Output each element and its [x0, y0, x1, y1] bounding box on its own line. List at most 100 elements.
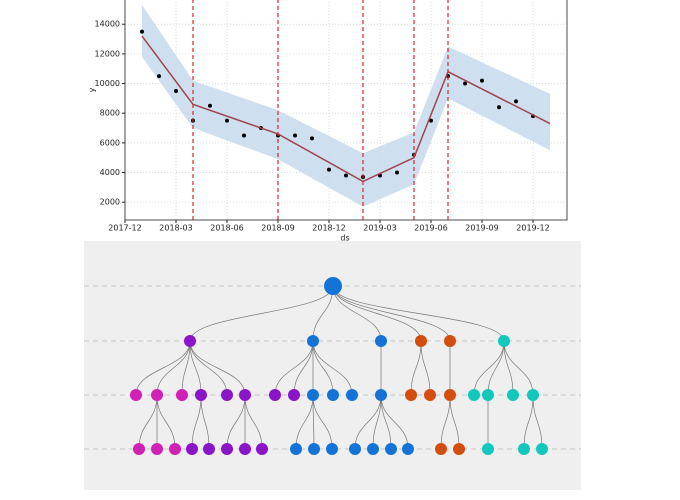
tree-node [424, 389, 436, 401]
tree-edge [244, 394, 263, 450]
tree-node [130, 389, 142, 401]
tree-edge [440, 394, 451, 450]
tree-node [367, 443, 379, 455]
tree-edge [332, 285, 451, 342]
tree-node [221, 389, 233, 401]
x-axis-label: ds [340, 234, 349, 243]
tree-node [169, 443, 181, 455]
y-tick-label: 8000 [100, 109, 120, 118]
tree-edge [181, 340, 191, 396]
tree-edge [274, 340, 314, 396]
y-tick-label: 2000 [100, 198, 120, 207]
tree-node [327, 389, 339, 401]
tree-node [151, 389, 163, 401]
tree-edge [135, 340, 191, 396]
tree-edge [295, 394, 314, 450]
tree-edge [156, 340, 191, 396]
y-tick-label: 4000 [100, 168, 120, 177]
tree-node [307, 335, 319, 347]
tree-edge [138, 394, 158, 450]
data-point [174, 88, 178, 93]
tree-edge [191, 394, 202, 450]
data-point [242, 133, 246, 138]
tree-edge [354, 394, 382, 450]
plot-frame [124, 0, 568, 221]
y-axis-label: y [88, 87, 97, 92]
tree-edge [487, 340, 505, 396]
tree-node [308, 443, 320, 455]
data-point [395, 170, 399, 175]
tree-node [435, 443, 447, 455]
tree-node [239, 389, 251, 401]
tree-node [482, 389, 494, 401]
tree-node [527, 389, 539, 401]
tree-node [402, 443, 414, 455]
tree-edge [200, 394, 210, 450]
data-point [208, 103, 212, 108]
tree-edge [449, 394, 460, 450]
tree-edge [523, 394, 534, 450]
x-tick-label: 2018-03 [159, 224, 192, 233]
tree-edge [189, 340, 202, 396]
tree-edge [372, 394, 382, 450]
tree-node [518, 443, 530, 455]
tree-node [307, 389, 319, 401]
tree-node [468, 389, 480, 401]
tree-edge [189, 340, 246, 396]
data-point [429, 118, 433, 123]
tree-edge [189, 285, 334, 342]
x-tick-label: 2018-06 [210, 224, 243, 233]
y-tick-label: 10000 [95, 79, 120, 88]
tree-edge [189, 340, 228, 396]
x-tick-label: 2019-12 [516, 224, 549, 233]
data-point [293, 133, 297, 138]
data-point [327, 167, 331, 172]
tree-node [195, 389, 207, 401]
x-tick-label: 2018-09 [261, 224, 294, 233]
tree-edge [503, 340, 534, 396]
tree-edge [332, 285, 505, 342]
x-tick-label: 2019-09 [465, 224, 498, 233]
tree-edge [226, 394, 246, 450]
tree-node [385, 443, 397, 455]
data-point [514, 99, 518, 104]
x-tick-label: 2019-03 [363, 224, 396, 233]
tree-node [256, 443, 268, 455]
tree-edge [156, 394, 176, 450]
tree-node [133, 443, 145, 455]
tree-node [415, 335, 427, 347]
tree-node [405, 389, 417, 401]
tree-edge [532, 394, 543, 450]
y-tick-label: 12000 [95, 49, 120, 58]
tree-root [324, 277, 342, 295]
data-point [310, 136, 314, 141]
tree-node [186, 443, 198, 455]
tree-edge [293, 340, 314, 396]
tree-node [269, 389, 281, 401]
tree-node [482, 443, 494, 455]
tree-node [498, 335, 510, 347]
tree-node [203, 443, 215, 455]
tree-edge [380, 394, 409, 450]
tree-edge [312, 340, 353, 396]
tree-edge [410, 340, 422, 396]
tree-node [176, 389, 188, 401]
tree-node [239, 443, 251, 455]
tree-edge [473, 340, 505, 396]
tree-node [184, 335, 196, 347]
data-point [344, 173, 348, 178]
data-point [463, 81, 467, 86]
tree-node [346, 389, 358, 401]
x-tick-label: 2017-12 [108, 224, 141, 233]
data-point [480, 78, 484, 83]
y-tick-label: 14000 [95, 20, 120, 29]
tree-node [221, 443, 233, 455]
tree-node [290, 443, 302, 455]
tree-edge [420, 340, 431, 396]
tree-node [326, 443, 338, 455]
tree-node [375, 335, 387, 347]
tree-edge [312, 394, 333, 450]
data-point [157, 74, 161, 79]
tree [84, 277, 581, 455]
